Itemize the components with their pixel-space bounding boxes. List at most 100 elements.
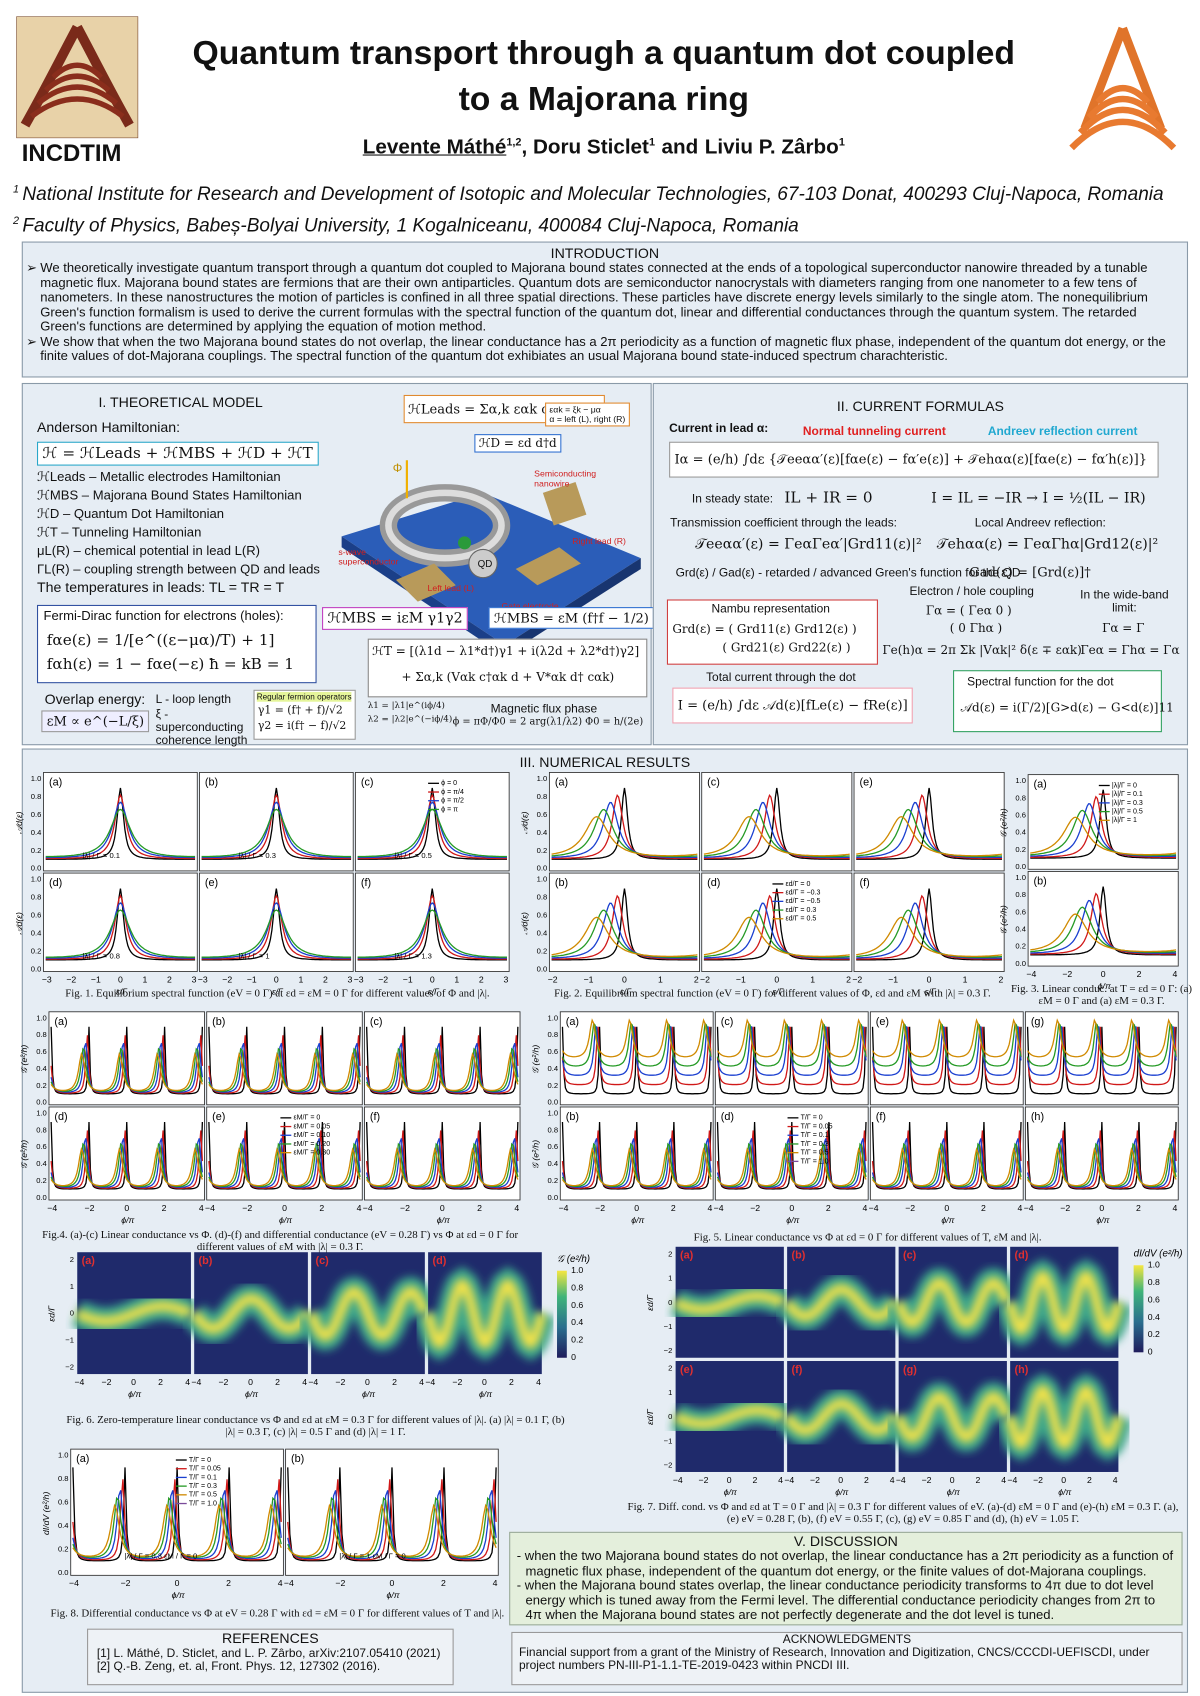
y-tick-label: 0.2	[1015, 942, 1026, 951]
y-tick-label: 0.4	[548, 1064, 559, 1073]
figure-caption: Fig. 2. Equilibrium spectral function (e…	[554, 987, 991, 1000]
curve	[716, 1142, 867, 1188]
colorbar-tick-label: 0	[1148, 1347, 1153, 1357]
curve	[208, 1138, 361, 1188]
x-tick-label: 4	[493, 1578, 498, 1588]
x-tick-label: −2	[102, 1377, 112, 1387]
panel-note: |λ| / Γ = 1.3	[394, 952, 432, 961]
legend-label: T/Γ = 0.3	[801, 1141, 829, 1148]
author-affiliation: 1	[648, 136, 655, 149]
figure-caption: Fig.4. (a)-(c) Linear conductance vs Φ. …	[42, 1229, 519, 1254]
x-tick-label: 4	[1173, 1203, 1178, 1213]
legend-label: |λ|/Γ = 1	[1112, 817, 1137, 824]
x-tick-label: −4	[784, 1475, 794, 1485]
fermi-box: Fermi-Dirac function for electrons (hole…	[36, 604, 317, 684]
legend-label: T/Γ = 0	[189, 1457, 211, 1464]
x-tick-label: −2	[1060, 1203, 1070, 1213]
curve	[871, 1142, 1022, 1188]
x-tick-label: 2	[826, 1203, 831, 1213]
author-affiliation: 1	[838, 136, 845, 149]
x-tick-label: 2	[1137, 969, 1142, 979]
nambu-box: Nambu representation Grd(ε) = ( Grd11(ε)…	[666, 599, 878, 665]
x-tick-label: −2	[750, 1203, 760, 1213]
curve	[50, 1026, 204, 1095]
y-tick-label: −1	[664, 1436, 673, 1445]
curve	[551, 909, 698, 958]
x-tick-label: −2	[85, 1203, 95, 1213]
y-tick-label: 0.6	[537, 810, 548, 819]
curve	[50, 1147, 203, 1187]
definition: ℋLeads – Metallic electrodes Hamiltonian	[36, 468, 281, 485]
x-tick-label: −4	[714, 1203, 724, 1213]
heatmap-band	[306, 1286, 430, 1342]
y-tick-label: 0.0	[31, 964, 42, 973]
x-tick-label: 3	[503, 974, 508, 984]
curve	[716, 1018, 867, 1058]
curve	[1026, 1026, 1177, 1076]
y-tick-label: 0.6	[36, 1142, 47, 1151]
curve	[208, 1147, 361, 1187]
curve	[1030, 816, 1177, 856]
curve	[551, 916, 698, 958]
colorbar-tick-label: 0.6	[1148, 1294, 1160, 1304]
curve	[856, 909, 1003, 958]
x-tick-label: −2	[595, 1203, 605, 1213]
equation: 𝒜d(ε) = i(Γ/2)[G>d(ε) − G<d(ε)]11	[960, 700, 1174, 715]
equation: λ1 = |λ1|e^(iϕ/4)	[367, 700, 445, 711]
y-tick-label: 0.8	[58, 1474, 69, 1483]
x-tick-label: −4	[559, 1203, 569, 1213]
legend-label: T/Γ = 0.3	[189, 1483, 217, 1490]
legend-label: |λ|/Γ = 0.3	[1112, 800, 1143, 807]
y-tick-label: 0.4	[537, 828, 548, 837]
section-heading: INTRODUCTION	[550, 244, 660, 262]
y-tick-label: 0.2	[548, 1081, 559, 1090]
x-tick-label: −4	[425, 1377, 435, 1387]
curve	[551, 902, 698, 959]
x-tick-label: 0	[248, 1377, 253, 1387]
curve	[45, 801, 196, 859]
x-tick-label: 0	[274, 974, 279, 984]
x-axis-label: ϕ/π	[786, 1215, 799, 1225]
label: Φ	[392, 462, 403, 476]
y-tick-label: 0	[668, 1412, 672, 1421]
x-tick-label: −2	[452, 1377, 462, 1387]
panel-note: |λ| / Γ = 0.1	[83, 851, 121, 860]
y-tick-label: 0.4	[31, 928, 42, 937]
text: Overlap energy:	[44, 690, 146, 708]
figure-caption: Fig. 5. Linear conductance vs Φ at εd = …	[693, 1231, 1042, 1244]
section-heading: I. THEORETICAL MODEL	[98, 393, 263, 411]
legend-label: εd/Γ = 0.5	[785, 916, 816, 923]
x-tick-label: −2	[400, 1203, 410, 1213]
x-tick-label: 0	[634, 1203, 639, 1213]
curve	[871, 1026, 1022, 1076]
text: In the wide-band limit:	[1080, 588, 1169, 615]
curve	[871, 1130, 1022, 1189]
curve	[856, 816, 1003, 857]
x-tick-label: 0	[1101, 969, 1106, 979]
x-tick-label: 2	[275, 1377, 280, 1387]
text: Financial support from a grant of the Mi…	[518, 1646, 1150, 1673]
x-tick-label: 2	[694, 974, 699, 984]
x-tick-label: 2	[1136, 1203, 1141, 1213]
x-axis-label: ε/Γ	[116, 986, 128, 996]
colorbar-title: dI/dV (e²/h)	[1134, 1249, 1183, 1260]
curve	[357, 902, 507, 959]
affiliations: 1 National Institute for Research and Dev…	[13, 176, 1193, 239]
curve	[45, 793, 196, 860]
equation: 𝒯eeαα′(ε) = ΓeαΓeα′|Grd11(ε)|²	[695, 536, 922, 553]
curve	[703, 894, 850, 960]
y-tick-label: 1	[70, 1282, 74, 1291]
equation: Γeα = Γhα = Γα	[1080, 642, 1180, 658]
panel-label: (c)	[707, 776, 720, 788]
y-tick-label: 0.2	[1015, 845, 1026, 854]
y-tick-label: −1	[664, 1322, 673, 1331]
curve	[201, 793, 352, 860]
figure-caption: Fig. 3. Linear conduc. at T = εd = 0 Γ: …	[1011, 983, 1193, 1008]
colorbar-tick-label: 0.2	[1148, 1329, 1160, 1339]
equation: ℋD = εd d†d	[474, 434, 562, 453]
definition: ℋD – Quantum Dot Hamiltonian	[36, 505, 225, 522]
panel-label: (d)	[54, 1111, 67, 1123]
x-tick-label: −2	[66, 974, 76, 984]
legend-label: εM/Γ = 0.30	[293, 1150, 330, 1157]
x-tick-label: 2	[392, 1377, 397, 1387]
